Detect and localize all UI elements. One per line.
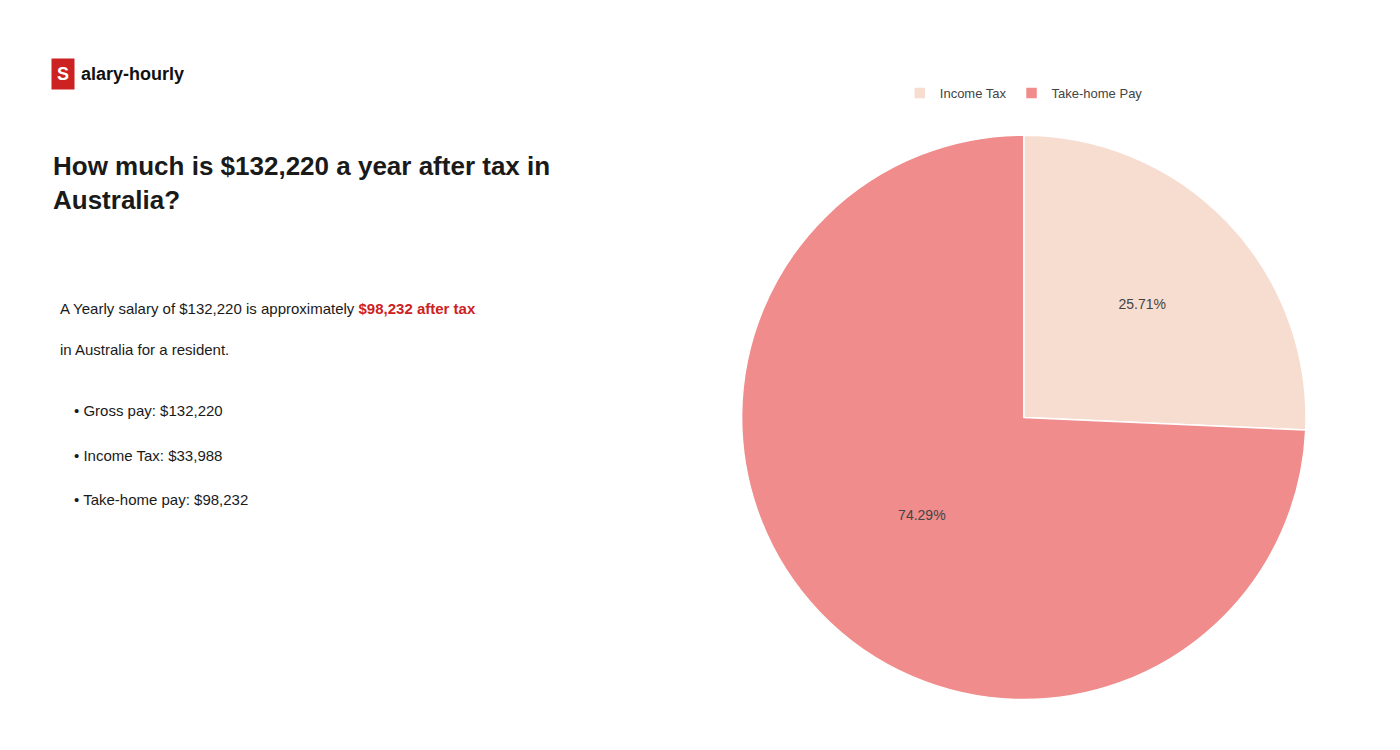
svg-text:• Take-home pay: $98,232: • Take-home pay: $98,232	[74, 491, 248, 508]
svg-text:in Australia for a resident.: in Australia for a resident.	[60, 341, 229, 358]
svg-text:alary-hourly: alary-hourly	[81, 64, 184, 84]
svg-text:74.29%: 74.29%	[898, 507, 945, 523]
svg-text:25.71%: 25.71%	[1118, 296, 1165, 312]
svg-text:Income Tax: Income Tax	[940, 86, 1007, 101]
svg-text:S: S	[57, 64, 69, 84]
svg-text:How much is $132,220 a year af: How much is $132,220 a year after tax in…	[53, 151, 550, 215]
svg-text:• Gross pay: $132,220: • Gross pay: $132,220	[74, 402, 223, 419]
svg-text:Take-home Pay: Take-home Pay	[1052, 86, 1143, 101]
svg-text:A Yearly salary of $132,220 is: A Yearly salary of $132,220 is approxima…	[60, 300, 476, 317]
svg-text:• Income Tax: $33,988: • Income Tax: $33,988	[74, 447, 222, 464]
